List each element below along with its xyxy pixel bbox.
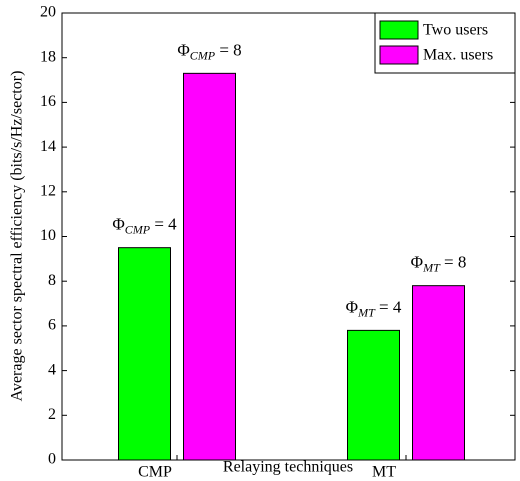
- annotation-subscript: CMP: [190, 48, 216, 62]
- annotation-symbol: Φ: [112, 215, 124, 234]
- y-tick-label: 12: [40, 182, 56, 199]
- y-tick-label: 16: [40, 93, 56, 110]
- annotation-symbol: Φ: [177, 40, 189, 59]
- annotation-subscript: MT: [357, 305, 376, 319]
- bar: [412, 285, 465, 461]
- annotation-symbol: Φ: [346, 297, 358, 316]
- annotation-value: = 8: [215, 40, 242, 59]
- legend-swatch: [379, 20, 419, 40]
- y-axis-label: Average sector spectral efficiency (bits…: [9, 71, 26, 402]
- x-tick-label: MT: [372, 464, 396, 481]
- bar-annotation: ΦMT = 8: [411, 253, 467, 275]
- annotation-subscript: CMP: [125, 222, 151, 236]
- legend-label: Max. users: [423, 47, 493, 64]
- y-tick-label: 8: [48, 272, 56, 289]
- annotation-value: = 4: [150, 215, 177, 234]
- y-tick-label: 2: [48, 406, 56, 423]
- bar-annotation: ΦCMP = 8: [177, 40, 241, 62]
- y-tick-label: 6: [48, 317, 56, 334]
- bar: [183, 72, 236, 461]
- y-tick-label: 20: [40, 4, 56, 21]
- annotation-subscript: MT: [422, 260, 441, 274]
- y-tick-label: 10: [40, 227, 56, 244]
- y-tick-label: 0: [48, 451, 56, 468]
- legend-label: Two users: [423, 22, 488, 39]
- annotation-value: = 4: [375, 297, 402, 316]
- x-axis-label: Relaying techniques: [223, 459, 353, 476]
- y-tick-label: 14: [40, 138, 56, 155]
- y-tick-label: 18: [40, 48, 56, 65]
- y-tick-label: 4: [48, 361, 56, 378]
- x-tick-label: CMP: [138, 464, 172, 481]
- annotation-value: = 8: [440, 253, 467, 272]
- bar: [118, 247, 171, 461]
- bar-annotation: ΦMT = 4: [346, 297, 402, 319]
- annotation-symbol: Φ: [411, 253, 423, 272]
- legend-swatch: [379, 45, 419, 65]
- bar-annotation: ΦCMP = 4: [112, 215, 177, 237]
- bar: [347, 329, 400, 461]
